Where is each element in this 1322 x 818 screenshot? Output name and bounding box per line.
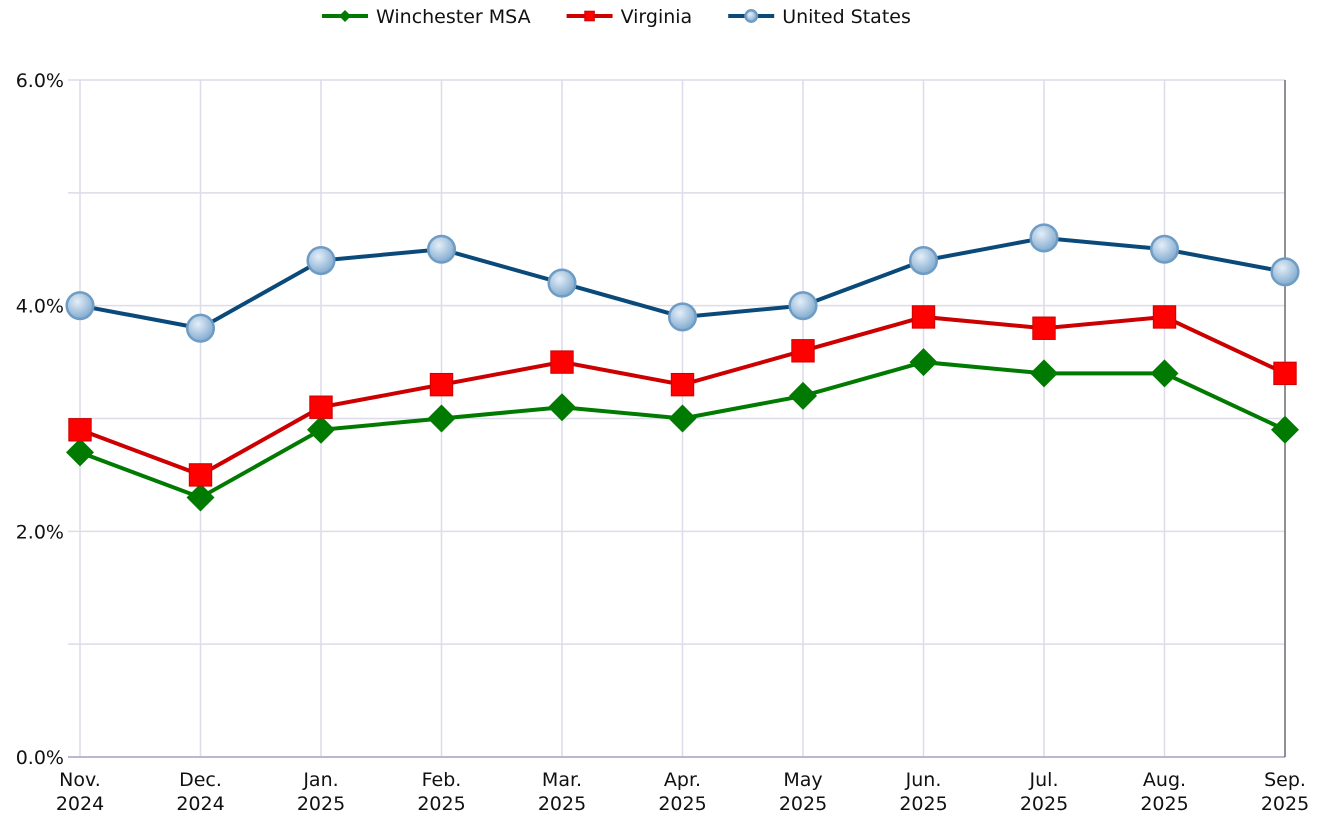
marker — [548, 393, 576, 422]
marker — [547, 268, 577, 298]
marker — [1152, 305, 1177, 329]
marker — [309, 395, 333, 419]
marker — [1273, 361, 1297, 386]
y-tick-label: 2.0% — [16, 521, 64, 543]
marker — [909, 348, 938, 377]
legend-label: Virginia — [621, 6, 693, 28]
marker — [427, 404, 456, 433]
marker — [1029, 223, 1059, 253]
y-tick-label: 0.0% — [16, 747, 64, 769]
legend-label: Winchester MSA — [376, 6, 531, 28]
legend-item: Winchester MSA — [322, 6, 531, 28]
marker — [791, 339, 815, 363]
marker — [426, 234, 457, 264]
x-tick-label: Jul. 2025 — [1020, 769, 1068, 815]
marker — [186, 483, 215, 512]
x-tick-label: Apr. 2025 — [658, 769, 706, 815]
marker — [307, 415, 335, 444]
marker — [68, 418, 92, 442]
y-tick-label: 4.0% — [16, 296, 64, 318]
marker — [584, 10, 595, 22]
marker — [1270, 257, 1300, 287]
x-tick-label: Dec. 2024 — [176, 769, 224, 815]
marker — [1032, 316, 1056, 340]
marker — [670, 372, 695, 397]
marker — [429, 372, 454, 397]
marker — [908, 245, 939, 276]
marker — [1149, 234, 1180, 264]
x-tick-label: Mar. 2025 — [538, 769, 586, 815]
marker — [66, 438, 94, 467]
marker — [65, 291, 95, 321]
marker — [550, 350, 574, 374]
legend-label: United States — [782, 6, 911, 28]
marker — [911, 305, 936, 329]
marker — [667, 302, 698, 332]
marker — [339, 10, 351, 22]
x-tick-label: Jan. 2025 — [297, 769, 345, 815]
marker — [744, 9, 759, 23]
marker — [1150, 359, 1179, 388]
x-tick-label: Jun. 2025 — [899, 769, 947, 815]
marker — [788, 291, 818, 321]
x-tick-label: May 2025 — [779, 769, 827, 815]
marker — [789, 381, 817, 410]
marker — [1030, 359, 1058, 388]
x-tick-label: Aug. 2025 — [1140, 769, 1188, 815]
marker — [668, 404, 697, 433]
legend-item: United States — [728, 6, 911, 28]
x-tick-label: Feb. 2025 — [417, 769, 465, 815]
x-tick-label: Sep. 2025 — [1261, 769, 1309, 815]
marker — [1271, 415, 1299, 444]
marker — [306, 245, 336, 276]
marker — [188, 463, 213, 487]
x-tick-label: Nov. 2024 — [56, 769, 104, 815]
legend-item: Virginia — [566, 6, 693, 28]
y-tick-label: 6.0% — [16, 70, 64, 92]
marker — [185, 313, 216, 343]
